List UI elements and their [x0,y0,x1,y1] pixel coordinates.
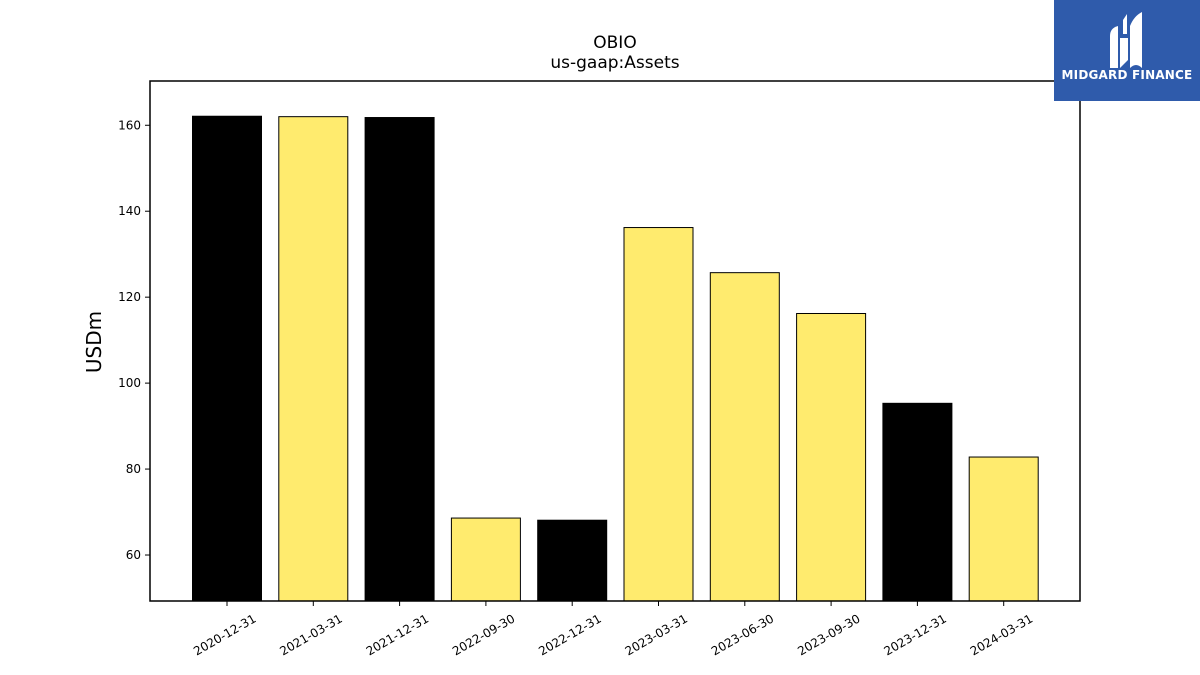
chart-subtitle: us-gaap:Assets [550,53,679,73]
midgard-logo-icon [1110,12,1142,68]
bar-2022-09-30 [450,517,521,602]
bar-2021-03-31 [278,116,349,602]
plot-frame [149,80,1081,602]
bars-group [192,115,1039,602]
y-tick-label: 120 [118,290,141,304]
bar-2020-12-31 [192,115,262,602]
x-tick-label: 2022-09-30 [450,611,517,658]
y-tick-label: 160 [118,118,141,132]
midgard-finance-logo: MIDGARD FINANCE [1054,0,1200,101]
x-tick-label: 2021-03-31 [277,611,344,658]
bar-2023-09-30 [796,312,867,602]
x-tick-label: 2023-12-31 [881,611,948,658]
y-tick-label: 80 [126,462,141,476]
y-tick-label: 60 [126,548,141,562]
bar-2023-03-31 [623,227,694,602]
bar-2024-03-31 [968,456,1039,602]
y-tick-label: 140 [118,204,141,218]
bar-2023-06-30 [709,272,780,602]
logo-text: MIDGARD FINANCE [1061,68,1193,82]
x-tick-label: 2021-12-31 [364,611,431,658]
x-tick-label: 2022-12-31 [536,611,603,658]
bar-2022-12-31 [537,519,608,602]
y-ticks-group: 60 80 100 120 140 160 [118,118,150,562]
y-tick-label: 100 [118,376,141,390]
bar-2023-12-31 [882,402,953,602]
chart-title: OBIO [593,33,636,53]
x-ticks-group: 2020-12-31 2021-03-31 2021-12-31 2022-09-30… [191,601,1035,658]
x-tick-label: 2023-09-30 [795,611,862,658]
bar-2021-12-31 [364,117,435,602]
x-tick-label: 2024-03-31 [968,611,1035,658]
x-tick-label: 2020-12-31 [191,611,258,658]
x-tick-label: 2023-06-30 [709,611,776,658]
y-axis-label: USDm [82,311,106,373]
x-tick-label: 2023-03-31 [623,611,690,658]
